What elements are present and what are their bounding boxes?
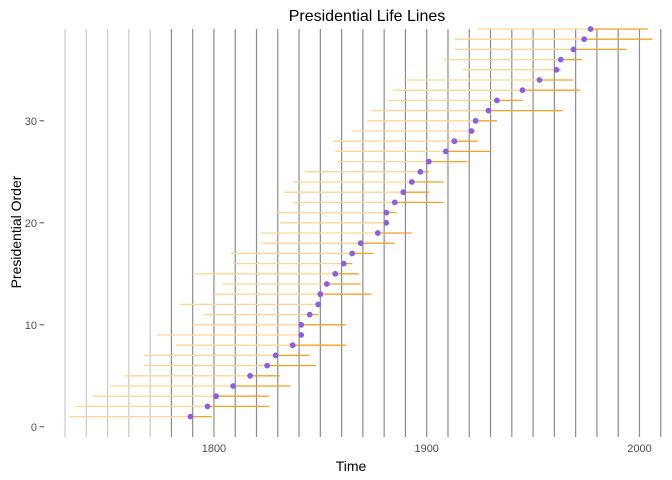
point-13 bbox=[317, 291, 324, 298]
y-axis-title: Presidential Order bbox=[8, 175, 24, 288]
point-9 bbox=[298, 332, 305, 338]
point-34 bbox=[536, 77, 543, 83]
point-12 bbox=[315, 301, 322, 308]
point-14 bbox=[323, 281, 330, 287]
point-16 bbox=[340, 260, 347, 267]
point-37 bbox=[570, 46, 577, 53]
chart-title: Presidential Life Lines bbox=[289, 8, 446, 25]
point-11 bbox=[306, 311, 313, 318]
point-28 bbox=[451, 138, 458, 145]
y-tick-label-0: 0 bbox=[31, 422, 37, 434]
point-32 bbox=[494, 97, 500, 104]
point-31 bbox=[485, 107, 492, 114]
point-38 bbox=[581, 36, 588, 43]
point-33 bbox=[519, 87, 526, 94]
x-tick-label-2000: 2000 bbox=[627, 443, 651, 455]
point-26 bbox=[425, 158, 432, 165]
point-10 bbox=[298, 321, 305, 328]
point-15 bbox=[332, 270, 339, 277]
x-axis-title: Time bbox=[336, 458, 367, 474]
point-3 bbox=[213, 393, 219, 400]
point-17 bbox=[349, 250, 356, 257]
y-tick-label-30: 30 bbox=[25, 116, 37, 128]
point-4 bbox=[230, 383, 237, 389]
point-6 bbox=[264, 362, 271, 369]
tick-labels: 1800 1900 2000 0 10 20 30 bbox=[25, 116, 652, 455]
x-tick-label-1800: 1800 bbox=[202, 443, 226, 455]
point-1 bbox=[187, 413, 194, 420]
point-8 bbox=[289, 342, 296, 349]
point-18 bbox=[357, 240, 364, 247]
y-tick-label-10: 10 bbox=[25, 320, 37, 332]
point-39 bbox=[587, 26, 594, 32]
point-29 bbox=[468, 128, 475, 134]
point-35 bbox=[553, 66, 560, 73]
point-20 bbox=[383, 219, 390, 226]
point-25 bbox=[417, 168, 424, 175]
point-7 bbox=[272, 352, 279, 359]
point-30 bbox=[472, 117, 479, 124]
x-tick-label-1900: 1900 bbox=[414, 443, 438, 455]
point-19 bbox=[374, 230, 381, 236]
point-21 bbox=[383, 209, 390, 216]
point-23 bbox=[400, 189, 407, 196]
life-lines bbox=[69, 28, 653, 418]
y-tick-label-20: 20 bbox=[25, 218, 37, 230]
point-24 bbox=[408, 179, 415, 185]
point-36 bbox=[557, 56, 564, 63]
point-5 bbox=[247, 372, 254, 379]
point-27 bbox=[442, 148, 449, 155]
inauguration-points bbox=[187, 26, 594, 420]
point-2 bbox=[204, 403, 211, 410]
point-22 bbox=[391, 199, 398, 206]
